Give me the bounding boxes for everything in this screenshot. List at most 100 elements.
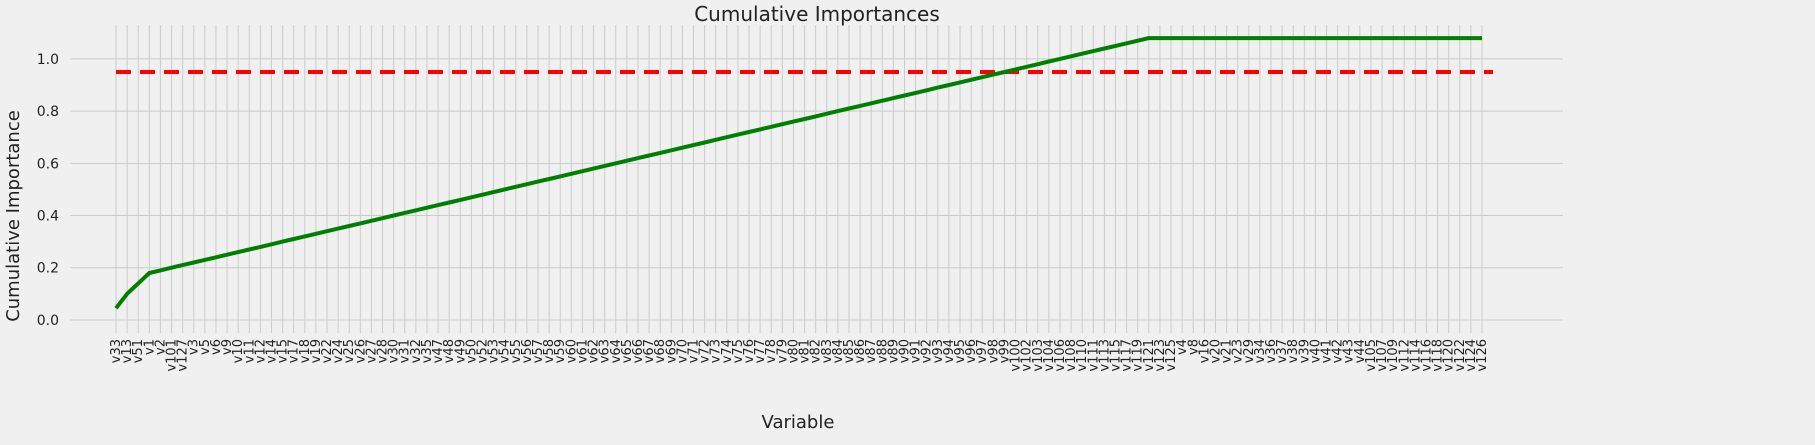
- x-tick-label: v86: [853, 339, 868, 363]
- x-tick-label: v105: [1364, 339, 1379, 372]
- x-tick-label: v28: [376, 339, 391, 363]
- x-tick-label: v21: [1220, 339, 1235, 363]
- x-tick-label: v66: [631, 339, 646, 363]
- x-tick-label: v69: [664, 339, 679, 363]
- x-tick-label: v40: [1308, 339, 1323, 363]
- x-tick-label: v119: [1131, 339, 1146, 372]
- x-tick-label: v90: [898, 339, 913, 363]
- x-tick-label: v78: [764, 339, 779, 363]
- x-tick-label: v48: [442, 339, 457, 363]
- x-tick-label: v42: [1331, 339, 1346, 363]
- x-tick-label: v63: [598, 339, 613, 363]
- x-tick-label: v26: [353, 339, 368, 363]
- x-tick-label: v64: [609, 339, 624, 363]
- x-tick-label: v51: [131, 339, 146, 363]
- x-tick-label: v31: [398, 339, 413, 363]
- x-tick-label: v65: [620, 339, 635, 363]
- x-tick-label: v8: [1186, 339, 1201, 355]
- x-tick-label: v116: [1419, 339, 1434, 372]
- y-tick-label: 0.8: [37, 104, 59, 120]
- x-tick-label: v95: [953, 339, 968, 363]
- y-tick-label: 0.0: [37, 313, 59, 329]
- x-tick-label: v24: [331, 339, 346, 363]
- x-tick-label: v14: [264, 339, 279, 363]
- x-tick-label: v80: [786, 339, 801, 363]
- y-axis-ticks: 0.0 0.2 0.4 0.6 0.8 1.0: [37, 52, 59, 329]
- x-tick-label: v41: [1320, 339, 1335, 363]
- x-tick-label: v79: [775, 339, 790, 363]
- x-tick-label: v15: [276, 339, 291, 363]
- x-tick-label: v37: [1275, 339, 1290, 363]
- x-tick-label: v16: [1197, 339, 1212, 363]
- x-tick-label: v93: [931, 339, 946, 363]
- y-tick-label: 1.0: [37, 52, 59, 68]
- x-tick-label: v39: [1297, 339, 1312, 363]
- cumulative-importance-line: [114, 36, 1482, 310]
- x-tick-label: v114: [1408, 339, 1423, 372]
- x-tick-label: v10: [231, 339, 246, 363]
- x-tick-label: v23: [1231, 339, 1246, 363]
- x-tick-label: v57: [531, 339, 546, 363]
- x-tick-label: v87: [864, 339, 879, 363]
- x-tick-label: v9: [220, 339, 235, 355]
- x-tick-label: v118: [1431, 339, 1446, 372]
- x-tick-label: v121: [1142, 339, 1157, 372]
- x-tick-label: v25: [342, 339, 357, 363]
- x-tick-label: v99: [997, 339, 1012, 363]
- x-tick-label: v50: [464, 339, 479, 363]
- x-tick-label: v122: [1453, 339, 1468, 372]
- x-tick-label: v110: [1075, 339, 1090, 372]
- chart-title: Cumulative Importances: [694, 2, 940, 26]
- x-tick-label: v11: [242, 339, 257, 363]
- y-tick-label: 0.6: [37, 156, 59, 172]
- x-tick-label: v32: [409, 339, 424, 363]
- x-tick-label: v59: [553, 339, 568, 363]
- x-tick-label: v4: [1175, 339, 1190, 355]
- x-tick-label: v34: [1253, 339, 1268, 363]
- x-tick-label: v60: [564, 339, 579, 363]
- x-tick-label: v104: [1042, 339, 1057, 372]
- x-tick-label: v76: [742, 339, 757, 363]
- x-tick-label: v97: [975, 339, 990, 363]
- x-tick-label: v84: [831, 339, 846, 363]
- x-tick-label: v106: [1053, 339, 1068, 372]
- x-tick-label: v75: [731, 339, 746, 363]
- x-tick-label: v5: [198, 339, 213, 355]
- x-tick-label: v126: [1475, 339, 1490, 372]
- x-tick-label: v1: [142, 339, 157, 355]
- x-tick-label: v47: [431, 339, 446, 363]
- x-tick-label: v127: [176, 339, 191, 372]
- y-tick-label: 0.2: [37, 261, 59, 277]
- x-tick-label: v117: [1120, 339, 1135, 372]
- x-tick-label: v18: [298, 339, 313, 363]
- x-tick-label: v58: [542, 339, 557, 363]
- x-tick-label: v120: [1442, 339, 1457, 372]
- x-tick-label: v33: [109, 339, 124, 363]
- y-tick-label: 0.4: [37, 209, 59, 225]
- x-tick-label: v35: [420, 339, 435, 363]
- x-tick-label: v107: [1375, 339, 1390, 372]
- x-tick-label: v3: [187, 339, 202, 355]
- x-tick-label: v36: [1264, 339, 1279, 363]
- grid: [70, 25, 1563, 333]
- x-tick-label: v77: [753, 339, 768, 363]
- x-tick-label: v54: [498, 339, 513, 363]
- x-tick-label: v53: [487, 339, 502, 363]
- x-tick-label: v29: [1242, 339, 1257, 363]
- x-tick-label: v82: [809, 339, 824, 363]
- x-tick-label: v52: [475, 339, 490, 363]
- x-tick-label: v96: [964, 339, 979, 363]
- x-tick-label: v98: [986, 339, 1001, 363]
- x-tick-label: v55: [509, 339, 524, 363]
- x-tick-label: v115: [1109, 339, 1124, 372]
- x-tick-label: v125: [1164, 339, 1179, 372]
- x-tick-label: v85: [842, 339, 857, 363]
- x-tick-label: v73: [709, 339, 724, 363]
- x-tick-label: v17: [287, 339, 302, 363]
- y-axis-label: Cumulative Importance: [3, 110, 24, 322]
- x-tick-label: v83: [820, 339, 835, 363]
- x-tick-label: v111: [1086, 339, 1101, 372]
- x-tick-label: v112: [1397, 339, 1412, 372]
- x-tick-label: v94: [942, 339, 957, 363]
